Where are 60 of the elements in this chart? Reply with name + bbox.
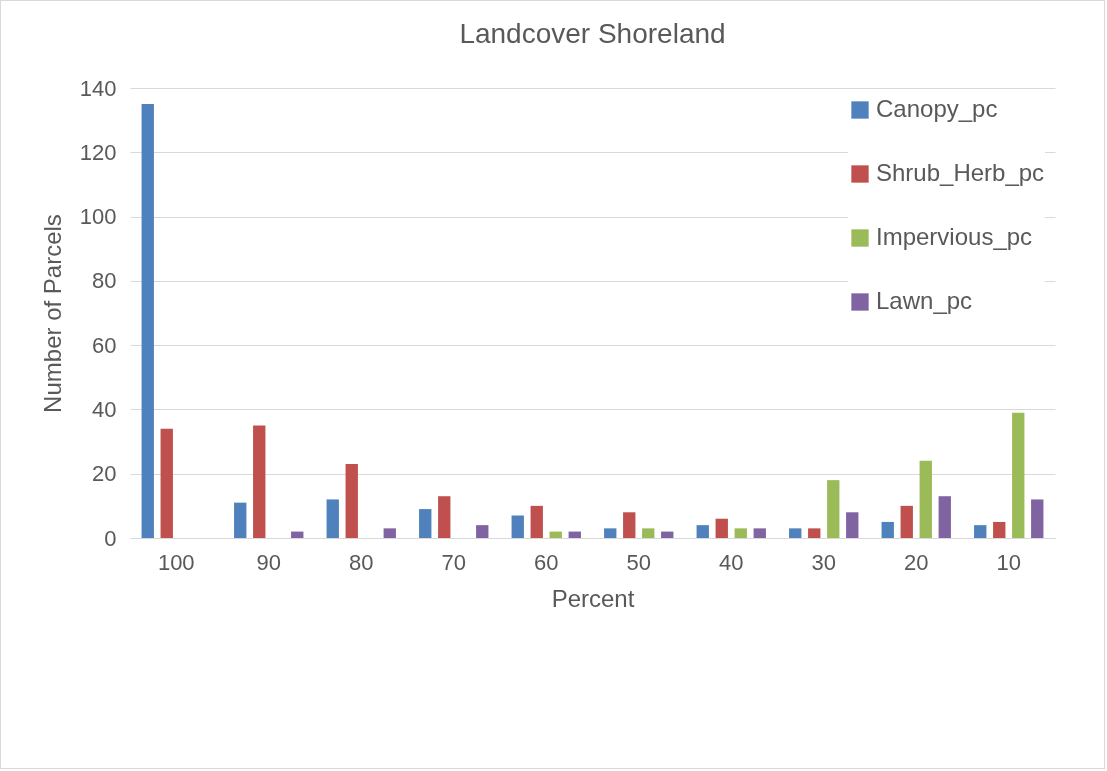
bar: [326, 499, 339, 538]
x-axis-title: Percent: [551, 584, 635, 612]
bar: [938, 496, 951, 538]
x-tick-label: 100: [157, 549, 195, 575]
x-tick-label: 10: [996, 549, 1021, 575]
bar: [383, 528, 396, 538]
bar: [160, 428, 173, 538]
legend-label: Impervious_pc: [876, 223, 1033, 250]
bar: [530, 505, 543, 538]
bar: [919, 460, 932, 538]
bar: [661, 531, 674, 538]
y-tick-label: 0: [104, 525, 117, 551]
x-tick-label: 50: [626, 549, 651, 575]
bar: [642, 528, 655, 538]
y-tick-label: 80: [92, 268, 117, 294]
x-tick-label: 40: [719, 549, 744, 575]
bar: [549, 531, 562, 538]
bar: [715, 518, 728, 538]
y-tick-label: 100: [79, 204, 117, 230]
x-tick-label: 70: [441, 549, 466, 575]
bar: [974, 525, 987, 538]
bar: [808, 528, 821, 538]
bar: [345, 464, 358, 538]
bar: [993, 521, 1006, 538]
bar: [734, 528, 747, 538]
legend-label: Lawn_pc: [876, 287, 973, 314]
bar: [253, 425, 266, 538]
bar: [419, 509, 432, 538]
bar: [881, 521, 894, 538]
bar: [1012, 412, 1025, 538]
x-tick-label: 30: [811, 549, 836, 575]
chart-title: Landcover Shoreland: [459, 18, 726, 49]
bar: [623, 512, 636, 538]
bar: [696, 525, 709, 538]
legend-label: Shrub_Herb_pc: [876, 159, 1045, 186]
x-tick-label: 90: [256, 549, 281, 575]
bar: [511, 515, 524, 538]
x-tick-label: 80: [349, 549, 374, 575]
bar: [753, 528, 766, 538]
bar: [1031, 499, 1044, 538]
bar: [141, 104, 154, 538]
bar: [291, 531, 304, 538]
bar: [476, 525, 489, 538]
y-tick-label: 60: [92, 332, 117, 358]
legend-label: Canopy_pc: [876, 95, 998, 122]
y-tick-label: 140: [79, 75, 117, 101]
bar: [438, 496, 451, 538]
bar: [604, 528, 617, 538]
y-tick-label: 20: [92, 461, 117, 487]
y-tick-label: 120: [79, 139, 117, 165]
bar: [846, 512, 859, 538]
bar: [234, 502, 247, 538]
bar: [568, 531, 581, 538]
bar: [900, 505, 913, 538]
bar: [789, 528, 802, 538]
y-axis-title: Number of Parcels: [38, 214, 66, 413]
bar: [827, 480, 840, 538]
x-tick-label: 20: [904, 549, 929, 575]
y-tick-label: 40: [92, 396, 117, 422]
x-tick-label: 60: [534, 549, 559, 575]
